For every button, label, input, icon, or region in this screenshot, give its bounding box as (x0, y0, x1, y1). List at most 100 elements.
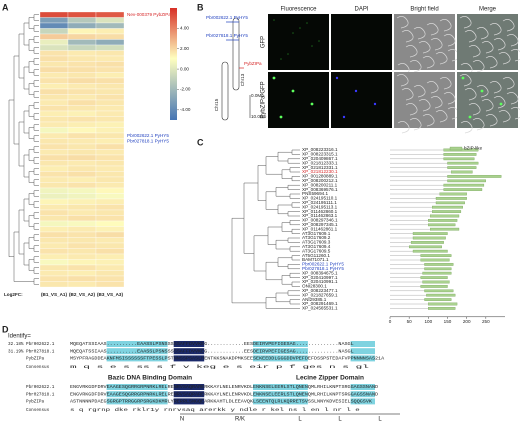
x-tick-label: 0 (389, 319, 392, 324)
heatmap-cell (39, 220, 69, 227)
cell-outline (396, 74, 409, 87)
seq-name: Pbr002622.1 (26, 385, 55, 390)
domain-bar (420, 254, 452, 257)
nucleus (335, 76, 339, 80)
domain-bar (443, 153, 477, 156)
x-tick-label: 200 (463, 319, 471, 324)
tree-branch (243, 182, 258, 254)
heatmap-cell (67, 17, 97, 24)
tree-branch (289, 193, 300, 199)
highlight (350, 355, 375, 362)
heatmap-cell (95, 259, 125, 266)
cell-outline (468, 45, 481, 58)
seq-name: Pbr002622.1 (26, 342, 55, 347)
highlight (253, 348, 308, 355)
tree-branch (281, 222, 292, 232)
leaf-label: XP_008297345.1 (302, 222, 338, 227)
heatmap-cell (95, 94, 125, 101)
heatmap-cell (95, 143, 125, 150)
domain-bar (430, 214, 460, 218)
heatmap-cell (39, 193, 69, 200)
tree-branch (265, 297, 300, 309)
highlight (350, 398, 375, 405)
leaf-label: XP_001280889.1 (302, 174, 338, 179)
heatmap-cell (95, 165, 125, 172)
leaf-label: XP_021812331.1 (302, 165, 338, 170)
tree-branch (289, 272, 300, 278)
colorbar-label: -2.00 (180, 87, 191, 92)
heatmap-cell (67, 66, 97, 73)
cell-outline (426, 23, 439, 36)
leaf-label: AT5G11260.1 (302, 253, 330, 258)
scale-label: 10.0Mb (251, 114, 267, 119)
cell-outline (493, 38, 506, 51)
heatmap-cell (67, 22, 97, 29)
dendrogram (33, 25, 39, 32)
dendrogram (33, 157, 39, 164)
heatmap-cell (67, 281, 97, 288)
heatmap-cell (95, 264, 125, 271)
heatmap-cell (39, 66, 69, 73)
heatmap-cell (95, 253, 125, 260)
cell-outline (506, 92, 519, 105)
seq-name: Pbr027818.1 (26, 349, 55, 354)
domain-bar (409, 245, 442, 249)
domain-bar (424, 289, 454, 293)
column-header: Fluorescence (280, 7, 317, 13)
dendrogram (33, 14, 39, 21)
column-header: Merge (479, 7, 497, 13)
cell-outline (405, 103, 418, 116)
tree-branch (287, 211, 300, 217)
dendrogram (23, 154, 29, 178)
domain-bar (424, 298, 452, 301)
domain-bar (443, 183, 485, 187)
heatmap-cell (39, 55, 69, 62)
heatmap-cell (39, 138, 69, 145)
heatmap-cell (39, 77, 69, 84)
cell-outline (460, 121, 473, 134)
panel-label: A (2, 2, 9, 12)
tree-branch (277, 204, 292, 215)
heatmap-cell (39, 99, 69, 106)
cell-outline (430, 96, 443, 109)
leaf-label: XP_021812333.1 (302, 160, 338, 165)
heatmap-cell (39, 182, 69, 189)
x-tick-label: 250 (482, 319, 490, 324)
heatmap-cell (95, 77, 125, 84)
cell-outline (422, 114, 435, 127)
heatmap-cell (67, 193, 97, 200)
cell-outline (409, 118, 422, 131)
heatmap-cell (95, 176, 125, 183)
heatmap-cell (67, 182, 97, 189)
signal (279, 115, 283, 119)
tree-branch (277, 257, 292, 267)
dendrogram (33, 135, 39, 142)
domain-bar (443, 188, 483, 191)
heatmap-cell (67, 105, 97, 112)
cell-outline (489, 23, 502, 36)
dendrogram (28, 61, 34, 73)
leaf-label: AT3G17609.2 (302, 235, 331, 240)
micrograph (394, 72, 455, 128)
dendrogram (18, 33, 24, 79)
tree-branch (287, 264, 300, 270)
heatmap-cell (39, 83, 69, 90)
heatmap-cell (67, 264, 97, 271)
cell-outline (464, 30, 477, 43)
signal (461, 76, 465, 80)
dendrogram (28, 215, 34, 227)
leaf-label: XP_008223477.1 (302, 288, 338, 293)
domain-bar (412, 249, 448, 253)
tree-branch (289, 299, 300, 305)
cell-outline (472, 60, 485, 73)
tree-branch (287, 158, 300, 164)
column-header: Bright field (410, 7, 438, 13)
heatmap-cell (39, 94, 69, 101)
heatmap-cell (95, 198, 125, 205)
tree-branch (289, 220, 300, 226)
tree-branch (267, 226, 282, 245)
heatmap-cell (39, 259, 69, 266)
heatmap-cell (67, 270, 97, 277)
leaf-label: BAM71071.1 (302, 257, 329, 262)
leaf-label: XP_008200212.1 (302, 178, 338, 183)
